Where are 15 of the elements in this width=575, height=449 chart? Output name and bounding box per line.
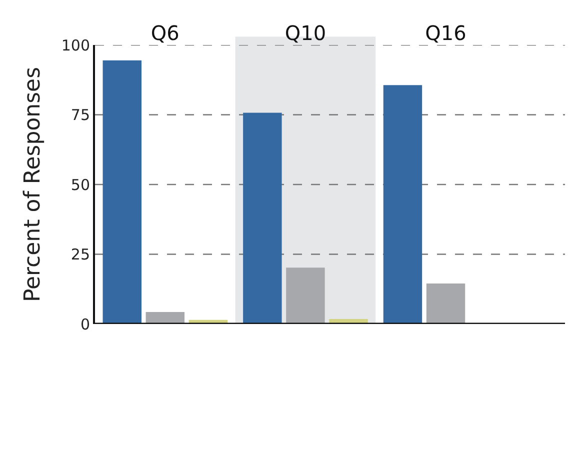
bar xyxy=(102,60,142,324)
y-tick-label: 0 xyxy=(80,315,90,334)
bar xyxy=(243,112,282,324)
y-tick-label: 50 xyxy=(70,176,90,194)
bar xyxy=(383,85,422,324)
y-axis-title: Percent of Responses xyxy=(20,66,46,302)
y-tick-label: 100 xyxy=(61,36,90,54)
x-tick-label: Q6 xyxy=(150,21,180,45)
bar xyxy=(286,268,325,324)
x-tick-label: Q16 xyxy=(425,21,466,45)
x-tick-label: Q10 xyxy=(284,21,326,45)
bar xyxy=(146,312,185,324)
bar xyxy=(426,284,466,324)
y-tick-label: 25 xyxy=(70,246,90,264)
y-tick-label: 75 xyxy=(70,106,90,124)
